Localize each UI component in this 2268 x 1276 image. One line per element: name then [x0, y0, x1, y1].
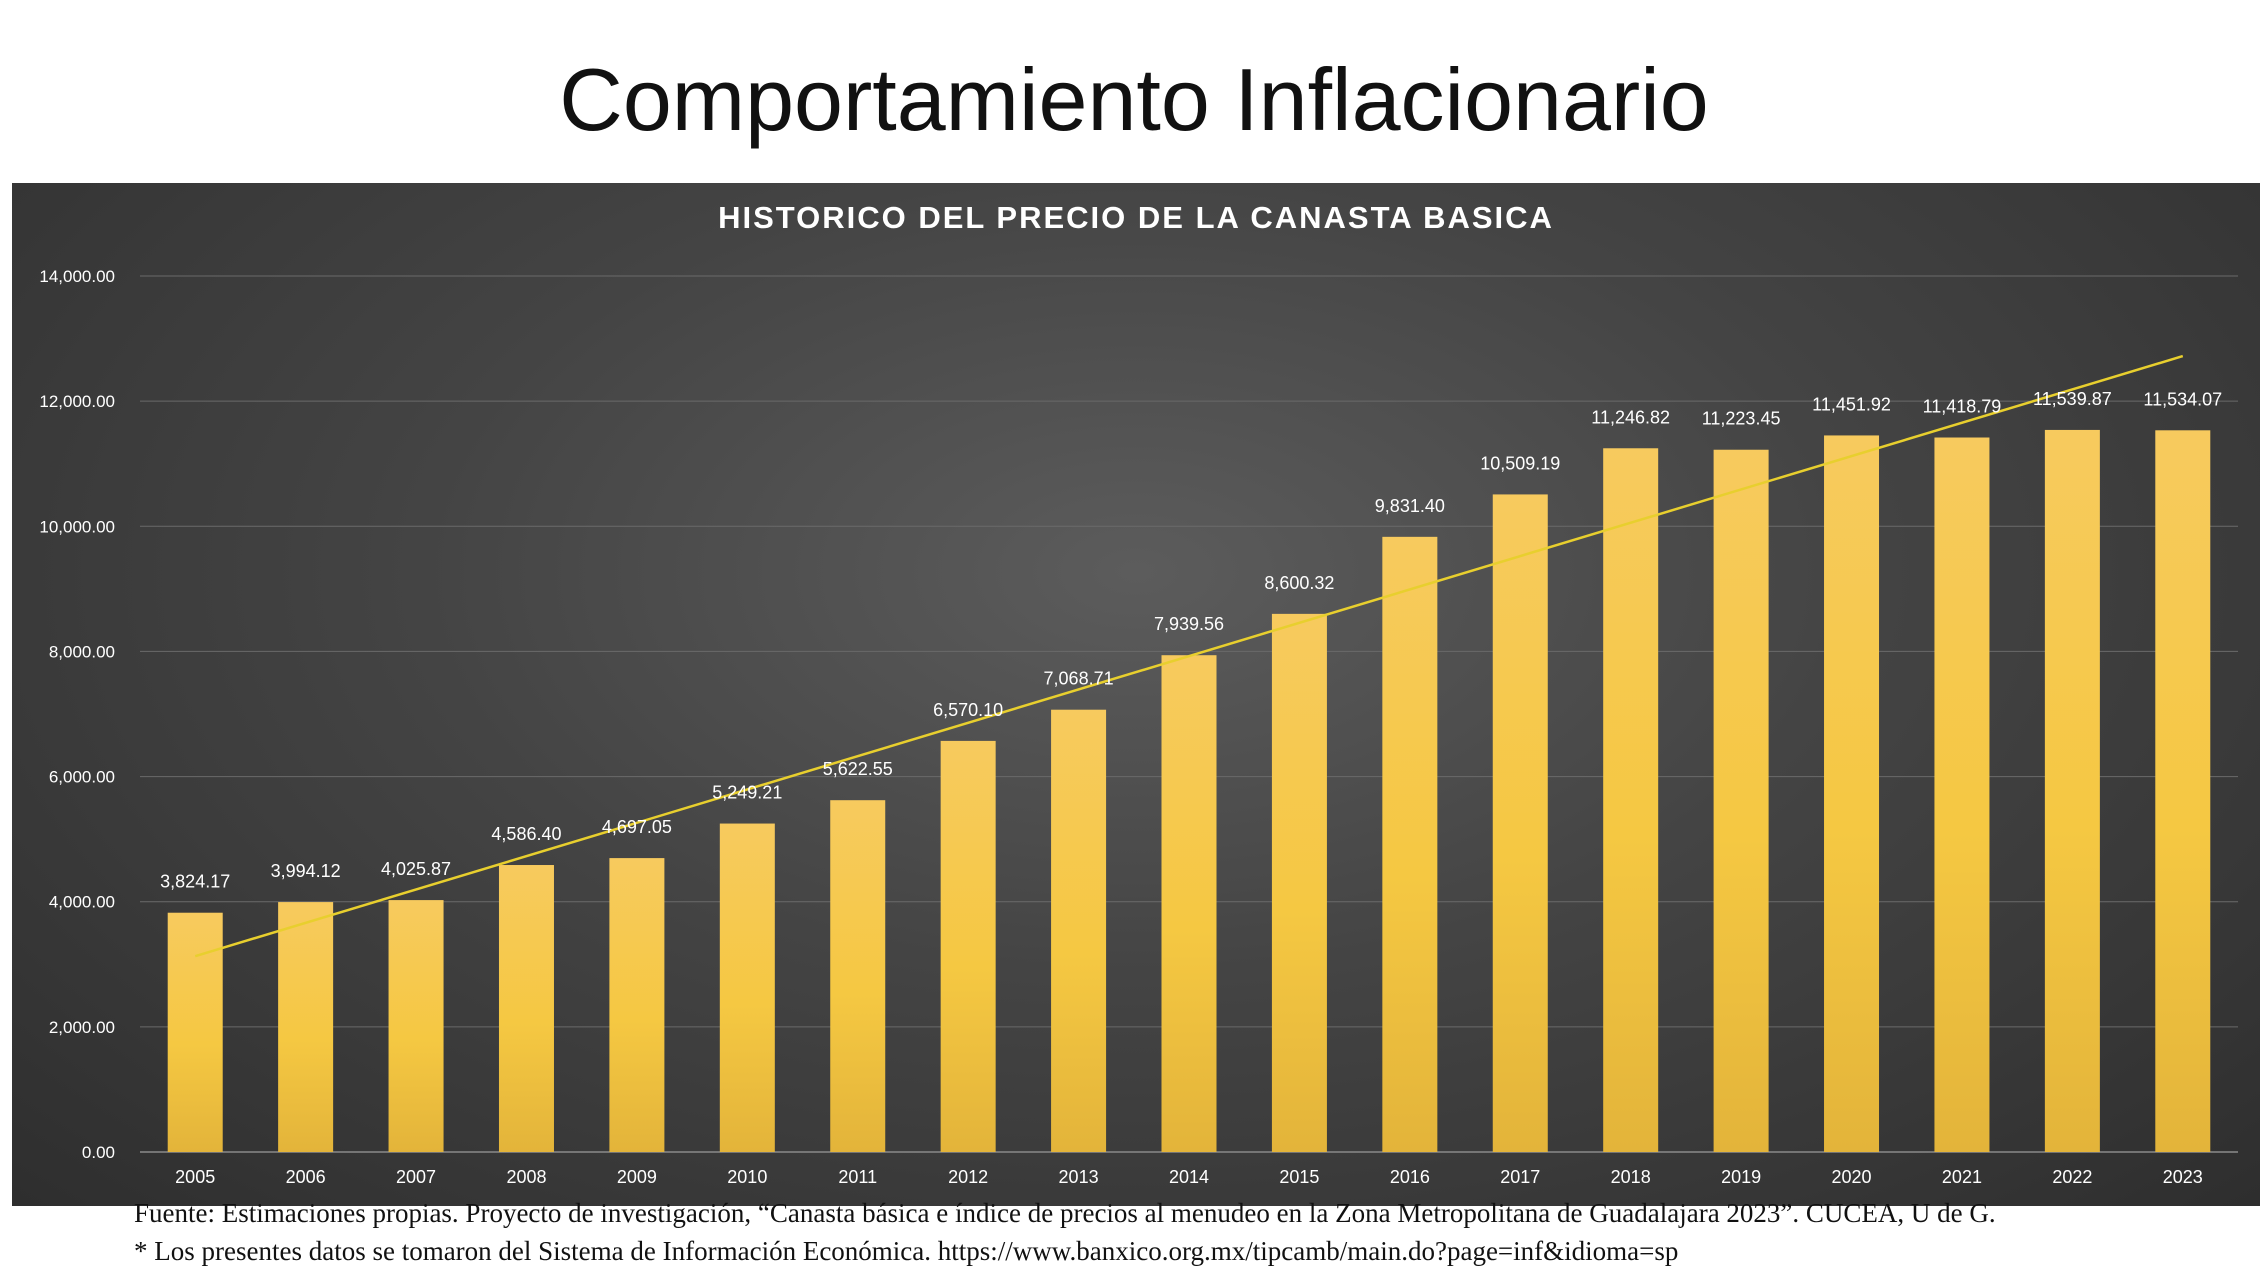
- data-labels: 3,824.17 3,994.12 4,025.87 4,586.40 4,697.05…: [160, 389, 2222, 892]
- x-tick-label: 2013: [1059, 1167, 1099, 1187]
- x-tick-label: 2023: [2163, 1167, 2203, 1187]
- bar: [167, 912, 223, 1152]
- bar: [388, 900, 444, 1152]
- bar: [1051, 709, 1107, 1152]
- trendline: [194, 354, 2184, 958]
- data-label: 7,939.56: [1154, 614, 1224, 634]
- gridlines: [140, 275, 2238, 1153]
- data-label: 11,223.45: [1702, 409, 1781, 429]
- x-tick-label: 2009: [617, 1167, 657, 1187]
- x-tick-label: 2010: [727, 1167, 767, 1187]
- bar: [1824, 435, 1880, 1152]
- chart-title: HISTORICO DEL PRECIO DE LA CANASTA BASIC…: [718, 200, 1554, 235]
- y-tick-label: 10,000.00: [39, 517, 115, 536]
- slide-title: Comportamiento Inflacionario: [559, 50, 1709, 149]
- bar: [1713, 449, 1769, 1153]
- bar-chart: 0.00 2,000.00 4,000.00 6,000.00 8,000.00 10,0…: [39, 200, 2238, 1187]
- x-tick-label: 2014: [1169, 1167, 1209, 1187]
- bar: [2155, 430, 2211, 1152]
- y-tick-label: 14,000.00: [39, 267, 115, 286]
- x-tick-label: 2007: [396, 1167, 436, 1187]
- y-axis: 0.00 2,000.00 4,000.00 6,000.00 8,000.00 10,0…: [39, 267, 115, 1162]
- y-tick-label: 6,000.00: [49, 768, 115, 787]
- data-label: 11,418.79: [1923, 397, 2002, 417]
- data-label: 4,025.87: [381, 859, 451, 879]
- x-tick-label: 2021: [1942, 1167, 1982, 1187]
- y-tick-label: 4,000.00: [49, 893, 115, 912]
- y-tick-label: 12,000.00: [39, 392, 115, 411]
- x-tick-label: 2020: [1832, 1167, 1872, 1187]
- bar: [1603, 448, 1659, 1153]
- data-label: 11,246.82: [1591, 407, 1670, 427]
- trendline-layer: [194, 354, 2184, 958]
- x-tick-label: 2017: [1500, 1167, 1540, 1187]
- y-tick-label: 8,000.00: [49, 642, 115, 661]
- data-label: 11,451.92: [1812, 394, 1891, 414]
- x-tick-label: 2022: [2052, 1167, 2092, 1187]
- data-label: 3,994.12: [271, 861, 341, 881]
- data-note-footnote: * Los presentes datos se tomaron del Sis…: [134, 1236, 1679, 1266]
- x-tick-label: 2011: [838, 1167, 877, 1187]
- source-footnote: Fuente: Estimaciones propias. Proyecto d…: [134, 1198, 1996, 1228]
- bar: [1934, 437, 1990, 1152]
- bar: [498, 865, 554, 1152]
- bar: [1382, 536, 1438, 1152]
- data-label: 6,570.10: [933, 700, 1003, 720]
- data-label: 4,697.05: [602, 817, 672, 837]
- bar: [1492, 494, 1548, 1153]
- x-tick-label: 2018: [1611, 1167, 1651, 1187]
- x-tick-label: 2015: [1279, 1167, 1319, 1187]
- bar: [1161, 655, 1217, 1152]
- bar: [609, 858, 665, 1152]
- x-tick-label: 2006: [286, 1167, 326, 1187]
- data-label: 7,068.71: [1044, 669, 1114, 689]
- data-label: 8,600.32: [1264, 573, 1334, 593]
- bar: [278, 902, 334, 1152]
- data-label: 5,249.21: [712, 783, 782, 803]
- x-tick-label: 2019: [1721, 1167, 1761, 1187]
- x-tick-label: 2008: [506, 1167, 546, 1187]
- data-label: 10,509.19: [1480, 453, 1560, 473]
- bar: [719, 823, 775, 1152]
- data-label: 11,539.87: [2033, 389, 2112, 409]
- x-tick-label: 2016: [1390, 1167, 1430, 1187]
- data-label: 3,824.17: [160, 872, 230, 892]
- bar: [830, 800, 886, 1152]
- x-axis: 2005 2006 2007 2008 2009 2010 2011 2012 2013 2014…: [175, 1167, 2203, 1187]
- bar: [2044, 429, 2100, 1152]
- chart-area: 0.00 2,000.00 4,000.00 6,000.00 8,000.00 10,0…: [12, 183, 2260, 1206]
- x-tick-label: 2005: [175, 1167, 215, 1187]
- data-label: 4,586.40: [491, 824, 561, 844]
- y-tick-label: 0.00: [82, 1143, 115, 1162]
- bar: [1271, 613, 1327, 1152]
- bar: [940, 740, 996, 1152]
- data-label: 11,534.07: [2143, 389, 2222, 409]
- data-label: 5,622.55: [823, 759, 893, 779]
- y-tick-label: 2,000.00: [49, 1018, 115, 1037]
- bars: [167, 429, 2211, 1153]
- data-label: 9,831.40: [1375, 496, 1445, 516]
- x-tick-label: 2012: [948, 1167, 988, 1187]
